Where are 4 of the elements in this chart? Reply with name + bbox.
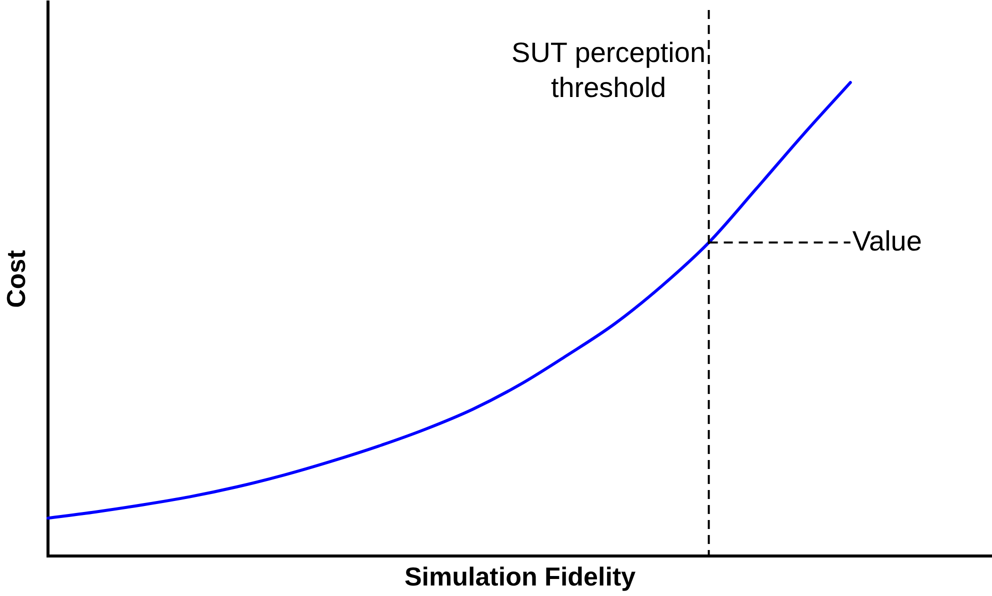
annotation: SUT perception threshold: [512, 37, 706, 103]
ref-line-label: Value: [852, 225, 922, 256]
y-axis-title: Cost: [0, 250, 31, 308]
x-axis-title: Simulation Fidelity: [404, 562, 636, 592]
